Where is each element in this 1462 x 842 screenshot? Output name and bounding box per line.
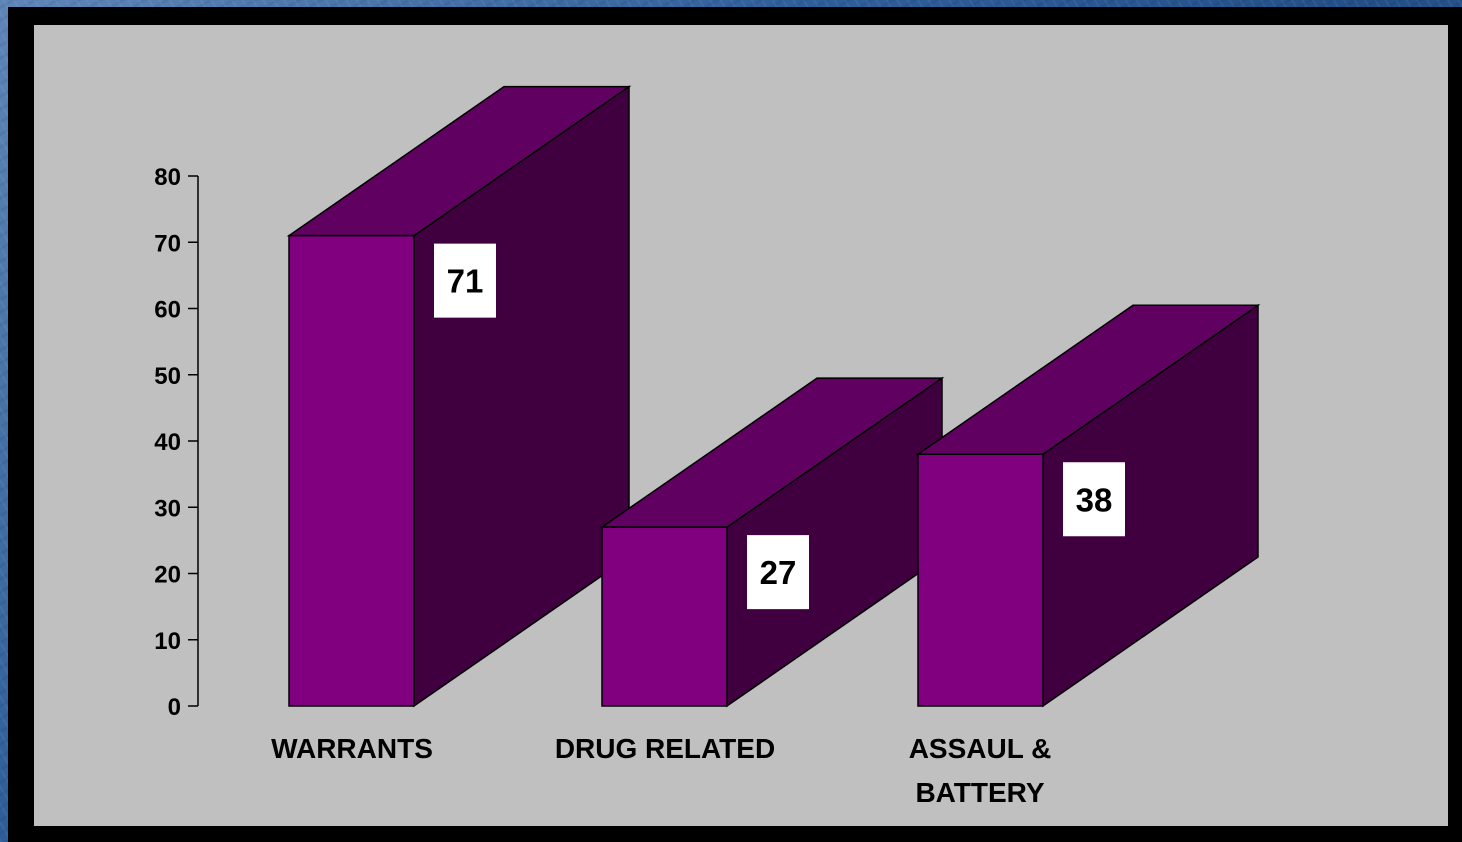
bar-front-face <box>601 526 728 707</box>
bar-front-face <box>917 453 1044 707</box>
y-tick-label: 70 <box>154 230 181 257</box>
data-label: 71 <box>447 263 484 300</box>
data-label-box <box>1063 462 1125 537</box>
y-tick-label: 50 <box>154 363 181 390</box>
x-category-label: DRUG RELATED <box>555 733 775 764</box>
bars: 71 27 38 <box>286 85 1261 708</box>
y-tick-label: 80 <box>154 164 181 191</box>
bar-front-face <box>288 234 415 707</box>
y-tick-label: 30 <box>154 495 181 522</box>
y-tick-label: 40 <box>154 429 181 456</box>
bar: 38 <box>915 303 1261 708</box>
x-axis-labels: WARRANTS DRUG RELATED ASSAUL & BATTERY <box>271 733 1051 808</box>
data-label-box <box>434 243 496 318</box>
x-category-label: BATTERY <box>915 777 1044 808</box>
data-label-box <box>747 535 809 610</box>
data-label: 38 <box>1076 481 1113 518</box>
x-category-label: ASSAUL & <box>909 733 1052 764</box>
y-tick-label: 60 <box>154 297 181 324</box>
data-label: 27 <box>760 554 797 591</box>
x-category-label: WARRANTS <box>271 733 433 764</box>
y-tick-label: 0 <box>168 694 181 721</box>
y-tick-label: 20 <box>154 562 181 589</box>
y-tick-label: 10 <box>154 628 181 655</box>
bar: 71 <box>286 85 632 708</box>
bar: 27 <box>599 376 945 708</box>
y-axis-ticks: 0 10 20 30 40 50 60 70 80 <box>154 164 198 721</box>
